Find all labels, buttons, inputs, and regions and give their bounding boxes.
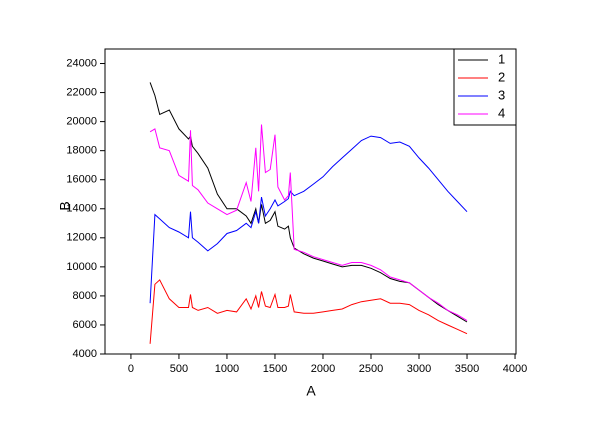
x-tick-label: 2000 [311, 363, 335, 375]
series-line [149, 279, 468, 344]
y-tick-label: 4000 [73, 348, 97, 360]
y-axis-title: B [57, 201, 73, 210]
legend-label: 1 [498, 51, 505, 66]
series-line [149, 135, 468, 304]
y-tick-label: 22000 [66, 86, 97, 98]
y-tick-label: 10000 [66, 261, 97, 273]
y-tick-label: 6000 [73, 319, 97, 331]
x-tick-label: 1500 [263, 363, 287, 375]
y-tick-label: 8000 [73, 290, 97, 302]
x-tick-label: 1000 [215, 363, 239, 375]
x-tick-label: 0 [128, 363, 134, 375]
x-tick-label: 3500 [455, 363, 479, 375]
y-tick-label: 16000 [66, 174, 97, 186]
series-line [149, 82, 468, 323]
legend-label: 4 [498, 105, 505, 120]
y-tick-label: 12000 [66, 232, 97, 244]
series-line [149, 124, 468, 322]
x-tick-label: 3000 [407, 363, 431, 375]
legend-box [453, 48, 517, 126]
y-tick-label: 20000 [66, 116, 97, 128]
x-tick-label: 2500 [359, 363, 383, 375]
legend-label: 2 [498, 69, 505, 84]
y-tick-label: 14000 [66, 203, 97, 215]
x-axis-title: A [306, 383, 316, 399]
y-tick-label: 18000 [66, 145, 97, 157]
x-tick-label: 4000 [503, 363, 527, 375]
y-tick-label: 24000 [66, 57, 97, 69]
x-tick-label: 500 [170, 363, 188, 375]
plot-frame [104, 48, 517, 355]
legend-label: 3 [498, 87, 505, 102]
